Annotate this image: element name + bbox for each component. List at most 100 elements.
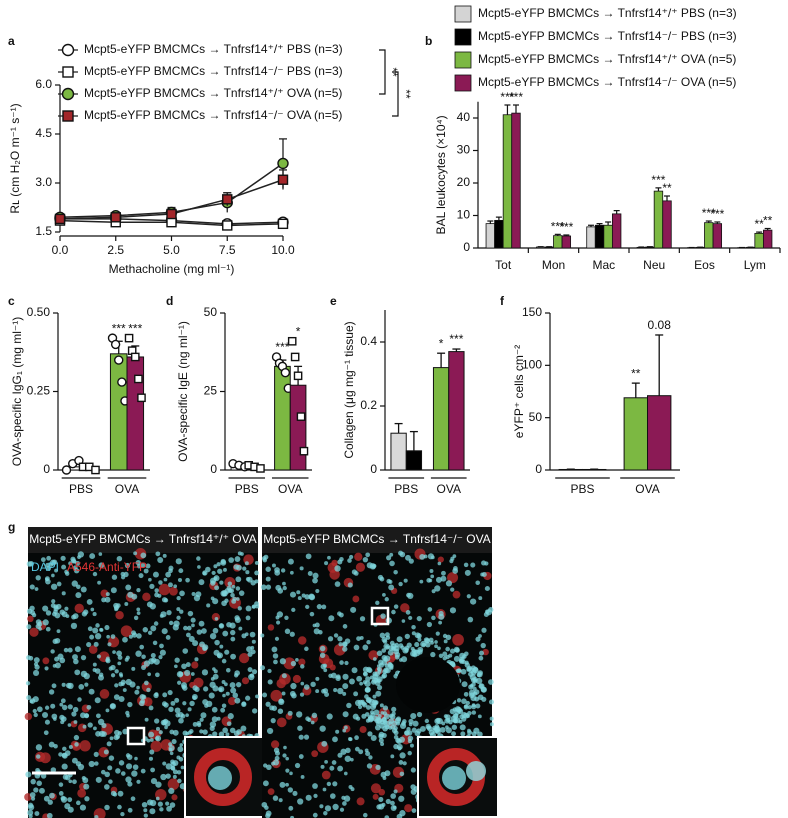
y-axis-label: Collagen (μg mg⁻¹ tissue) bbox=[342, 321, 356, 458]
legend-label: Mcpt5-eYFP BMCMCs → Tnfrsf14⁻/⁻ PBS (n=3… bbox=[84, 64, 343, 78]
significance-label: ** bbox=[399, 89, 413, 99]
cell-red bbox=[39, 752, 51, 764]
nucleus bbox=[229, 682, 236, 689]
nucleus bbox=[366, 640, 371, 645]
nucleus bbox=[77, 697, 82, 702]
cell-red bbox=[452, 633, 464, 646]
nucleus bbox=[209, 632, 217, 640]
nucleus bbox=[95, 731, 101, 737]
bar bbox=[535, 246, 546, 249]
x-tick-label: 10.0 bbox=[271, 243, 295, 257]
nucleus bbox=[353, 644, 360, 651]
nucleus bbox=[271, 705, 278, 711]
nucleus bbox=[478, 683, 484, 689]
nucleus bbox=[419, 554, 426, 560]
nucleus bbox=[199, 717, 204, 722]
nucleus bbox=[221, 680, 226, 684]
nucleus bbox=[109, 703, 117, 710]
nucleus bbox=[163, 577, 168, 582]
nucleus bbox=[413, 653, 418, 658]
nucleus bbox=[324, 692, 330, 697]
nucleus bbox=[273, 659, 278, 665]
nucleus bbox=[280, 568, 286, 573]
nucleus bbox=[245, 615, 251, 621]
nucleus bbox=[349, 678, 355, 685]
nucleus bbox=[463, 704, 469, 710]
y-axis-label: Rʟ (cm H₂O m⁻¹ s⁻¹) bbox=[8, 103, 22, 213]
x-tick-label: 5.0 bbox=[163, 243, 180, 257]
nucleus bbox=[176, 607, 181, 612]
nucleus bbox=[132, 764, 139, 770]
y-tick-label: 0 bbox=[210, 462, 217, 476]
nucleus bbox=[445, 634, 452, 641]
data-point bbox=[290, 352, 300, 362]
nucleus bbox=[48, 741, 55, 748]
significance-bracket bbox=[379, 49, 386, 95]
x-tick-label: 0.0 bbox=[52, 243, 69, 257]
cell-red bbox=[354, 552, 363, 561]
nucleus bbox=[72, 779, 77, 785]
nucleus bbox=[441, 570, 446, 576]
y-tick-label: 4.5 bbox=[35, 126, 52, 140]
nucleus bbox=[44, 576, 50, 581]
nucleus bbox=[434, 724, 440, 729]
nucleus bbox=[36, 706, 43, 713]
bar bbox=[405, 450, 423, 471]
bar bbox=[553, 235, 563, 249]
y-tick-label: 0.4 bbox=[360, 334, 377, 348]
nucleus bbox=[321, 740, 328, 747]
nucleus bbox=[391, 727, 398, 734]
nucleus bbox=[49, 559, 56, 566]
nucleus bbox=[383, 667, 389, 674]
nucleus bbox=[212, 627, 219, 634]
nucleus bbox=[335, 675, 341, 682]
nucleus bbox=[60, 555, 66, 561]
nucleus bbox=[278, 698, 284, 704]
nucleus bbox=[389, 640, 395, 646]
nucleus bbox=[265, 584, 272, 590]
nucleus bbox=[131, 770, 138, 777]
nucleus bbox=[61, 763, 68, 770]
nucleus bbox=[221, 703, 227, 708]
nucleus bbox=[177, 746, 184, 753]
nucleus bbox=[423, 637, 430, 643]
nucleus bbox=[479, 650, 485, 656]
data-point bbox=[277, 218, 289, 230]
nucleus bbox=[44, 666, 49, 671]
nucleus bbox=[221, 600, 227, 607]
nucleus bbox=[282, 585, 287, 591]
nucleus bbox=[185, 577, 190, 583]
significance-label: 0.08 bbox=[648, 318, 672, 332]
airway-lumen bbox=[396, 657, 460, 713]
nucleus bbox=[182, 730, 188, 736]
nucleus bbox=[406, 726, 411, 732]
significance-label: *** bbox=[449, 332, 463, 346]
nucleus bbox=[255, 694, 260, 699]
nucleus bbox=[381, 732, 387, 739]
nucleus bbox=[159, 613, 164, 618]
legend-marker bbox=[61, 43, 75, 57]
y-tick-label: 0.25 bbox=[27, 384, 51, 398]
nucleus bbox=[170, 761, 176, 768]
nucleus bbox=[430, 574, 435, 579]
nucleus bbox=[459, 652, 466, 659]
nucleus bbox=[464, 569, 471, 576]
nucleus bbox=[32, 669, 40, 676]
data-point bbox=[110, 212, 121, 223]
nucleus bbox=[362, 702, 368, 708]
nucleus bbox=[340, 748, 347, 755]
nucleus bbox=[157, 801, 163, 807]
nucleus bbox=[139, 644, 145, 650]
bar bbox=[754, 232, 764, 249]
nucleus bbox=[166, 805, 172, 812]
nucleus bbox=[445, 725, 449, 729]
nucleus bbox=[434, 640, 438, 644]
nucleus bbox=[437, 561, 442, 566]
nucleus bbox=[113, 602, 119, 609]
nucleus bbox=[349, 554, 354, 560]
nucleus bbox=[230, 593, 235, 598]
nucleus bbox=[478, 655, 484, 661]
nucleus bbox=[376, 650, 383, 657]
nucleus bbox=[300, 681, 305, 686]
cell-red bbox=[311, 750, 319, 758]
